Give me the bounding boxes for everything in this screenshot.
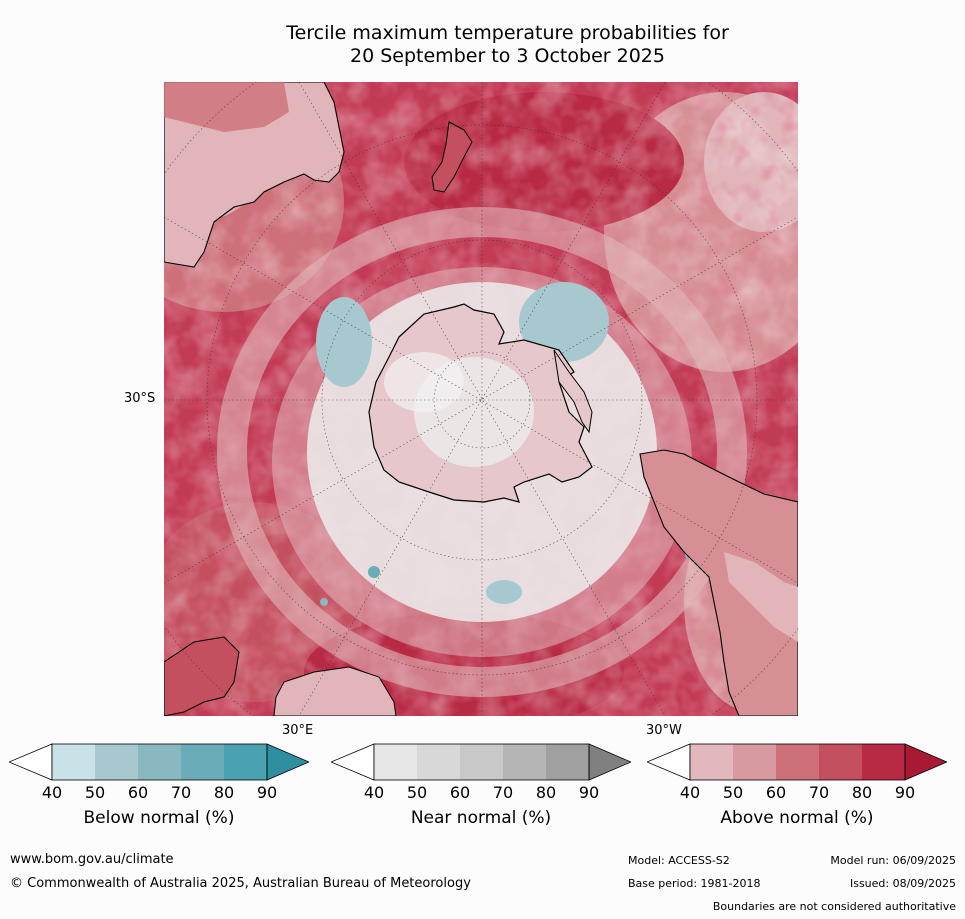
- copyright-text: © Commonwealth of Australia 2025, Austra…: [10, 876, 471, 891]
- issued-text: Issued: 08/09/2025: [850, 877, 956, 890]
- legend-title-near-normal: Near normal (%): [331, 808, 631, 828]
- tick: 50: [723, 783, 743, 802]
- tick: 50: [407, 783, 427, 802]
- longitude-label-west: 30°W: [646, 723, 682, 738]
- colorbar-near-normal: [331, 743, 631, 781]
- model-text: Model: ACCESS-S2: [628, 854, 730, 867]
- colorbar-below-normal: [9, 743, 309, 781]
- tick: 50: [85, 783, 105, 802]
- legend-title-above-normal: Above normal (%): [647, 808, 947, 828]
- tick: 40: [364, 783, 384, 802]
- tick: 90: [895, 783, 915, 802]
- longitude-label-east: 30°E: [282, 723, 313, 738]
- tick: 40: [680, 783, 700, 802]
- tick: 70: [809, 783, 829, 802]
- colorbar-above-normal: [647, 743, 947, 781]
- probability-map: [164, 82, 798, 716]
- legend-title-below-normal: Below normal (%): [9, 808, 309, 828]
- tick: 70: [171, 783, 191, 802]
- antarctic-interior: [384, 352, 464, 412]
- tick: 80: [214, 783, 234, 802]
- tick: 40: [42, 783, 62, 802]
- tick: 60: [766, 783, 786, 802]
- map-canvas: [164, 82, 798, 716]
- tick: 80: [536, 783, 556, 802]
- base-period-text: Base period: 1981-2018: [628, 877, 760, 890]
- title-line-1: Tercile maximum temperature probabilitie…: [160, 22, 855, 45]
- tick: 90: [579, 783, 599, 802]
- title-line-2: 20 September to 3 October 2025: [160, 45, 855, 68]
- tick: 60: [128, 783, 148, 802]
- tick: 80: [852, 783, 872, 802]
- model-run-text: Model run: 06/09/2025: [830, 854, 956, 867]
- tick: 60: [450, 783, 470, 802]
- map-title: Tercile maximum temperature probabilitie…: [160, 22, 855, 68]
- latitude-label: 30°S: [124, 391, 155, 406]
- tick: 90: [257, 783, 277, 802]
- website-link[interactable]: www.bom.gov.au/climate: [10, 852, 174, 867]
- disclaimer-text: Boundaries are not considered authoritat…: [713, 900, 956, 913]
- tick: 70: [493, 783, 513, 802]
